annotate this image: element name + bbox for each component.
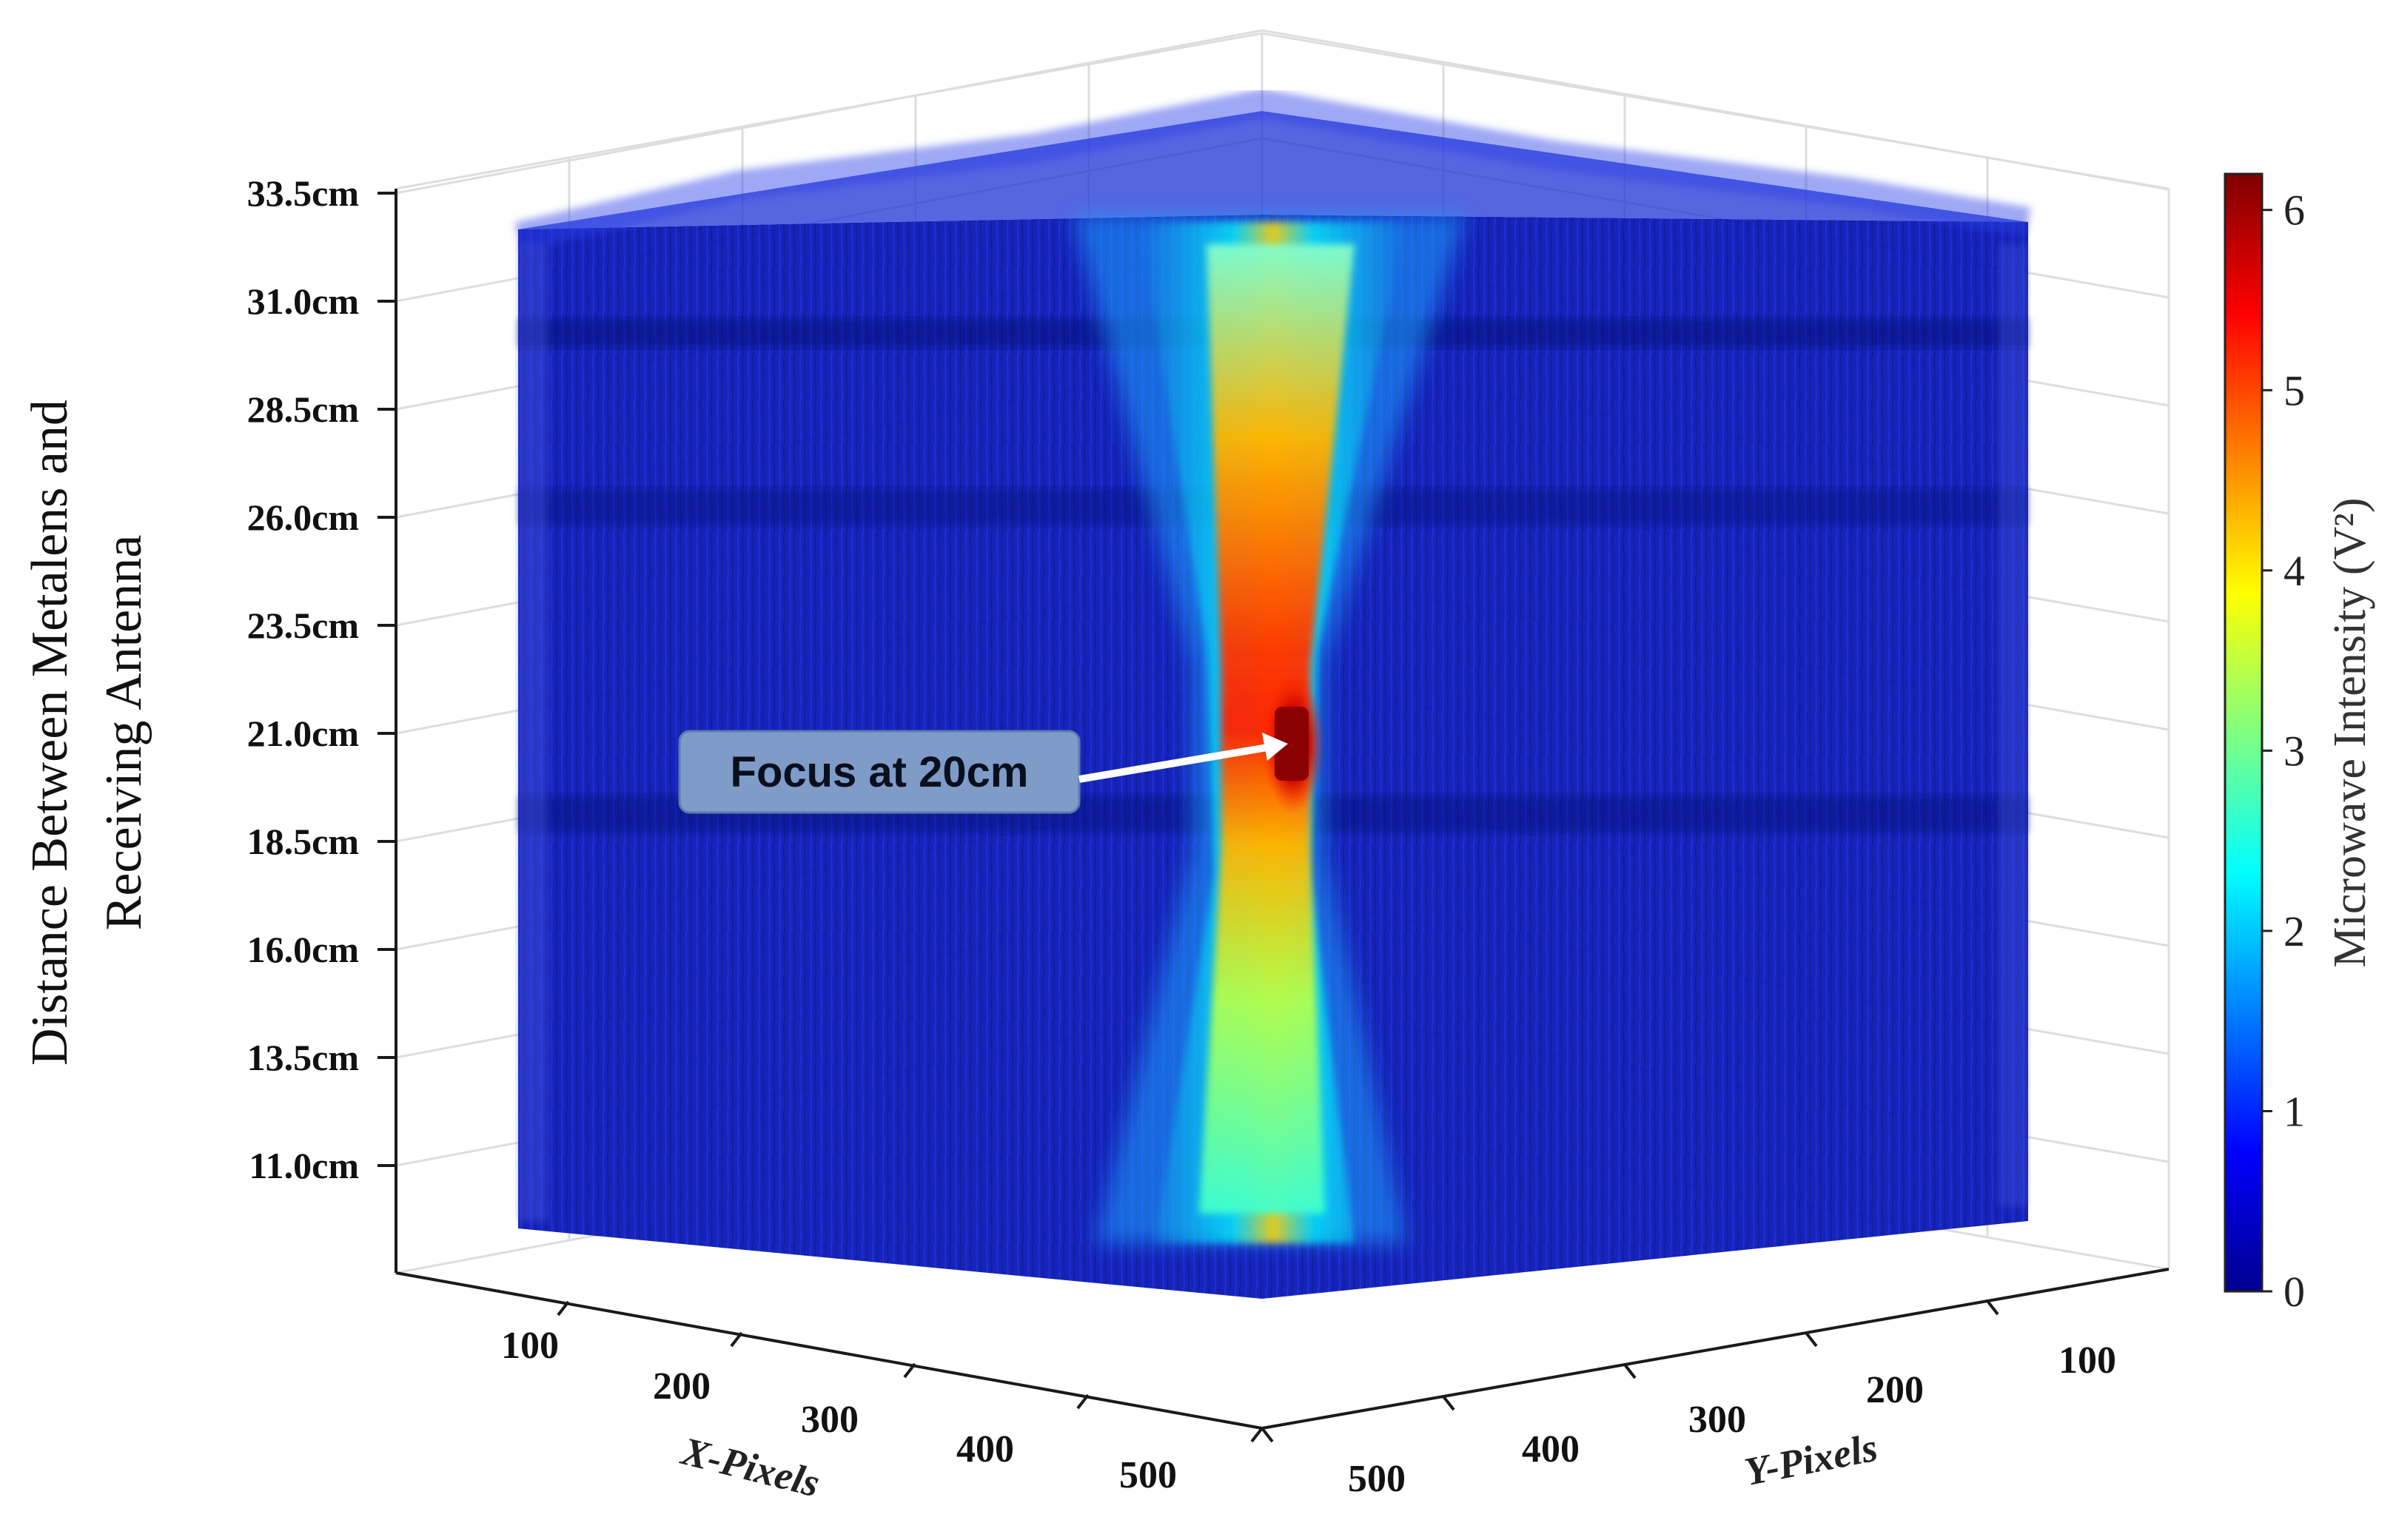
z-tick-label: 16.0cm: [247, 929, 359, 970]
annotation-box: [678, 730, 1081, 814]
volume-top-face: [518, 111, 2028, 229]
z-tick-label: 31.0cm: [247, 280, 359, 322]
x-tick-label: 100: [501, 1325, 559, 1367]
y-axis: 100 200 300 400 500: [1261, 1299, 2116, 1500]
z-axis-label: Distance Between Metalens and Receiving …: [21, 400, 152, 1066]
colorbar-tick-label: 0: [2283, 1268, 2305, 1316]
x-tick-label: 400: [956, 1428, 1014, 1470]
focus-annotation: Focus at 20cm: [678, 730, 1288, 814]
y-tick-label: 400: [1522, 1428, 1580, 1470]
axes-box: [395, 189, 2170, 1430]
rim: [1999, 244, 2028, 1206]
colorbar-tick-label: 4: [2283, 547, 2305, 595]
x-tick-mark: [557, 1300, 570, 1317]
z-axis: 11.0cm 13.5cm 16.0cm 18.5cm 21.0cm 23.5cm 26.0…: [247, 172, 396, 1186]
x-axis: 100 200 300 400 500: [501, 1300, 1264, 1496]
z-tick-label: 21.0cm: [247, 713, 359, 754]
y-tick-mark: [1986, 1299, 1999, 1316]
z-tick-label: 18.5cm: [247, 821, 359, 862]
colorbar-tick-label: 6: [2283, 186, 2305, 235]
z-tick-label: 23.5cm: [247, 605, 359, 646]
colorbar-label: Microwave Intensity (V²): [2325, 498, 2375, 968]
z-tick-label: 28.5cm: [247, 389, 359, 430]
y-axis-label: Y-Pixels: [1741, 1425, 1881, 1494]
y-tick-label: 500: [1348, 1458, 1406, 1500]
y-tick-mark: [1261, 1427, 1274, 1443]
annotation-arrowhead: [1262, 733, 1288, 761]
colorbar-tick-label: 2: [2283, 907, 2305, 955]
colorbar-tick-label: 1: [2283, 1087, 2305, 1135]
colorbar: 0 1 2 3 4 5 6 Microwave Intensity (V²): [2224, 172, 2375, 1316]
colorbar-tick-label: 5: [2283, 366, 2305, 414]
z-tick-label: 26.0cm: [247, 497, 359, 538]
x-tick-mark: [1076, 1393, 1090, 1410]
z-axis-label-line2: Receiving Antenna: [95, 535, 152, 931]
volume-top-fringe: [514, 88, 2031, 252]
x-tick-label: 500: [1119, 1454, 1177, 1496]
y-tick-mark: [1805, 1331, 1818, 1348]
x-tick-mark: [1250, 1427, 1264, 1443]
y-tick-label: 100: [2058, 1339, 2116, 1382]
y-tick-mark: [1442, 1395, 1455, 1411]
y-tick-mark: [1623, 1363, 1637, 1379]
annotation-text: Focus at 20cm: [731, 748, 1029, 796]
x-tick-label: 300: [801, 1399, 859, 1441]
x-tick-mark: [903, 1362, 916, 1379]
focused-beam: [1073, 215, 1466, 1243]
volume-right-face: [1262, 215, 2028, 1299]
colorbar-gradient: [2224, 172, 2264, 1293]
x-tick-mark: [730, 1331, 743, 1348]
x-tick-label: 200: [653, 1365, 711, 1408]
colorbar-ticks: 0 1 2 3 4 5 6: [2262, 186, 2305, 1316]
focus-hotspot-core: [1275, 707, 1309, 781]
y-tick-label: 300: [1688, 1399, 1746, 1441]
z-tick-label: 33.5cm: [247, 172, 359, 214]
colorbar-tick-label: 3: [2283, 727, 2305, 775]
rim: [518, 244, 548, 1221]
z-tick-label: 13.5cm: [247, 1037, 359, 1078]
y-tick-label: 200: [1866, 1369, 1924, 1411]
z-axis-label-line1: Distance Between Metalens and: [21, 400, 78, 1066]
z-tick-label: 11.0cm: [249, 1145, 359, 1186]
annotation-arrow: [1078, 744, 1268, 783]
